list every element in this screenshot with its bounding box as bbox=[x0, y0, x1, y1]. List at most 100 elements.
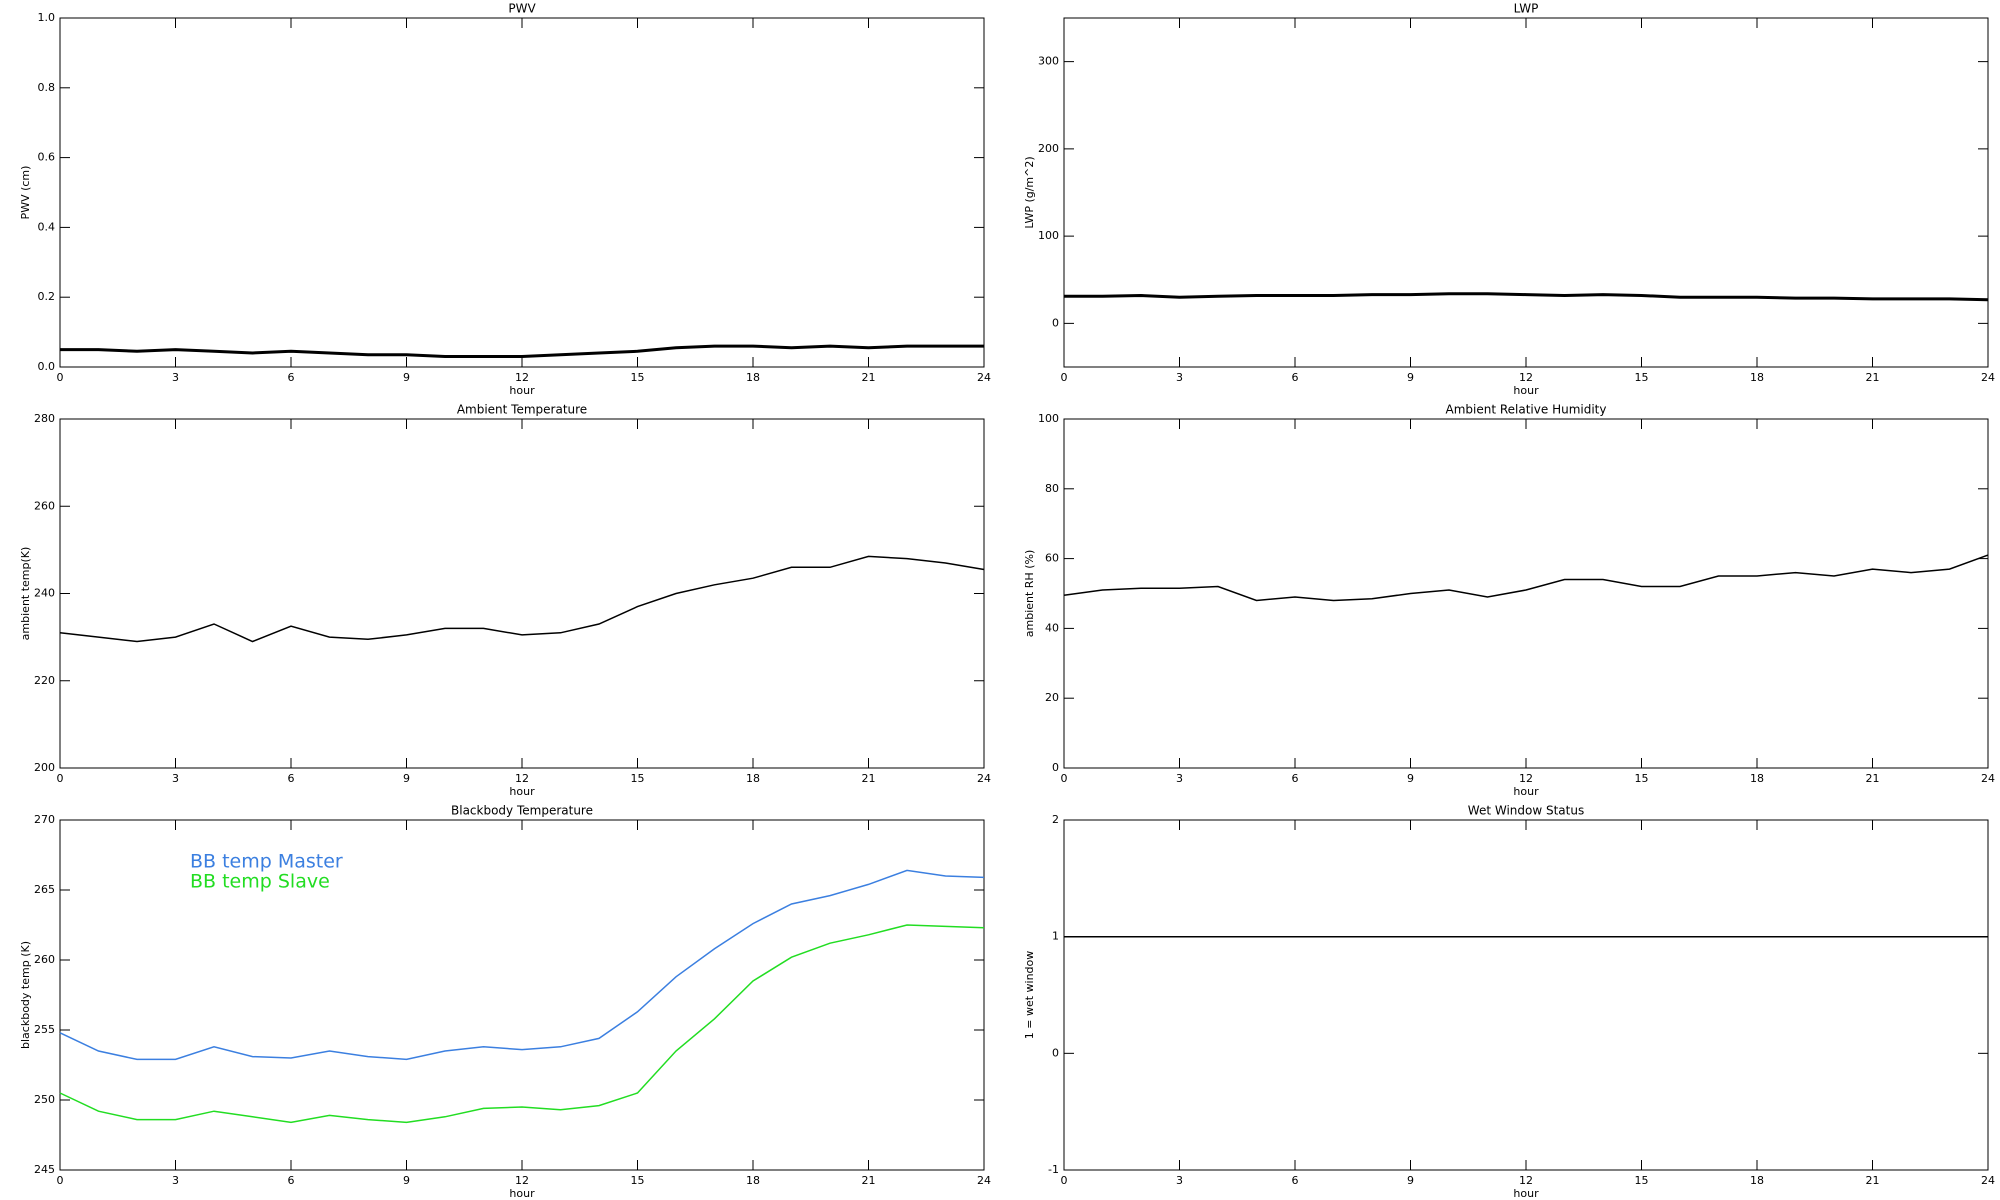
x-tick-label: 18 bbox=[1750, 772, 1764, 785]
x-tick-label: 12 bbox=[515, 371, 529, 384]
y-tick-label: 100 bbox=[1038, 229, 1059, 242]
x-tick-label: 9 bbox=[1407, 1174, 1414, 1187]
data-line bbox=[59, 555, 985, 643]
x-tick-label: 15 bbox=[631, 772, 645, 785]
y-tick-label: 1 bbox=[1052, 930, 1059, 943]
x-tick-label: 3 bbox=[172, 371, 179, 384]
x-tick-label: 15 bbox=[631, 371, 645, 384]
x-tick-label: 15 bbox=[1635, 772, 1649, 785]
x-tick-label: 6 bbox=[1292, 371, 1299, 384]
x-axis-label: hour bbox=[1513, 1187, 1539, 1200]
chart-title: PWV bbox=[508, 2, 536, 16]
x-tick-label: 0 bbox=[1061, 371, 1068, 384]
y-tick-label: 0.2 bbox=[38, 290, 56, 303]
x-tick-label: 12 bbox=[1519, 772, 1533, 785]
x-tick-label: 12 bbox=[515, 772, 529, 785]
x-tick-label: 0 bbox=[57, 371, 64, 384]
x-tick-label: 12 bbox=[1519, 1174, 1533, 1187]
chart-title: Blackbody Temperature bbox=[451, 804, 593, 818]
plot-frame bbox=[1063, 819, 1989, 1171]
y-axis-label: ambient RH (%) bbox=[1023, 550, 1036, 638]
y-tick-label: 80 bbox=[1045, 482, 1059, 495]
y-tick-label: 300 bbox=[1038, 55, 1059, 68]
x-tick-label: 18 bbox=[746, 371, 760, 384]
plot-frame bbox=[59, 418, 985, 769]
y-tick-label: 220 bbox=[34, 674, 55, 687]
x-tick-label: 24 bbox=[977, 772, 991, 785]
y-tick-label: 200 bbox=[1038, 142, 1059, 155]
y-tick-label: 0.6 bbox=[38, 151, 56, 164]
x-tick-label: 6 bbox=[288, 772, 295, 785]
chart-panel: LWP hour LWP (g/m^2) 0 3 6 9 12 15 18 21 24 0 100 200 3… bbox=[1023, 2, 1995, 398]
y-tick-label: -1 bbox=[1048, 1163, 1059, 1176]
x-tick-label: 21 bbox=[1866, 371, 1880, 384]
x-tick-label: 3 bbox=[1176, 1174, 1183, 1187]
x-tick-label: 12 bbox=[1519, 371, 1533, 384]
y-tick-label: 260 bbox=[34, 953, 55, 966]
y-tick-label: 0.8 bbox=[38, 81, 56, 94]
chart-title: Wet Window Status bbox=[1468, 804, 1584, 818]
y-tick-label: 265 bbox=[34, 883, 55, 896]
chart-title: LWP bbox=[1514, 2, 1539, 16]
x-tick-label: 3 bbox=[172, 772, 179, 785]
y-axis-label: blackbody temp (K) bbox=[19, 941, 32, 1049]
y-tick-label: 270 bbox=[34, 813, 55, 826]
y-tick-label: 240 bbox=[34, 587, 55, 600]
y-tick-label: 280 bbox=[34, 412, 55, 425]
plot-frame bbox=[1063, 418, 1989, 769]
x-tick-label: 6 bbox=[1292, 772, 1299, 785]
x-tick-label: 21 bbox=[862, 772, 876, 785]
x-axis-label: hour bbox=[509, 384, 535, 397]
x-tick-label: 18 bbox=[1750, 1174, 1764, 1187]
x-tick-label: 9 bbox=[403, 371, 410, 384]
y-tick-label: 0.0 bbox=[38, 360, 56, 373]
data-line bbox=[1063, 554, 1989, 602]
chart-panel: Ambient Temperature hour ambient temp(K) 0 3… bbox=[19, 403, 991, 799]
y-tick-label: 245 bbox=[34, 1163, 55, 1176]
chart-title: Ambient Relative Humidity bbox=[1446, 403, 1607, 417]
x-axis-label: hour bbox=[1513, 785, 1539, 798]
chart-title: Ambient Temperature bbox=[457, 403, 587, 417]
data-line bbox=[60, 344, 984, 358]
x-tick-label: 21 bbox=[1866, 772, 1880, 785]
x-tick-label: 24 bbox=[1981, 772, 1995, 785]
chart-panel: PWV hour PWV (cm) 0 3 6 9 12 15 18 21 24 0.0 0.2 0.4 0.… bbox=[19, 2, 991, 398]
plot-frame bbox=[1063, 17, 1989, 368]
x-tick-label: 6 bbox=[288, 371, 295, 384]
x-tick-label: 9 bbox=[403, 772, 410, 785]
y-tick-label: 1.0 bbox=[38, 11, 56, 24]
y-tick-label: 260 bbox=[34, 499, 55, 512]
y-axis-label: ambient temp(K) bbox=[19, 547, 32, 641]
legend-entry: BB temp Master bbox=[190, 851, 343, 873]
y-tick-label: 0.4 bbox=[38, 220, 56, 233]
x-tick-label: 24 bbox=[977, 371, 991, 384]
x-tick-label: 0 bbox=[1061, 1174, 1068, 1187]
x-tick-label: 6 bbox=[288, 1174, 295, 1187]
chart-panel: Blackbody Temperature hour blackbody temp … bbox=[19, 804, 991, 1200]
y-tick-label: 200 bbox=[34, 761, 55, 774]
x-tick-label: 21 bbox=[1866, 1174, 1880, 1187]
y-tick-label: 255 bbox=[34, 1023, 55, 1036]
x-tick-label: 15 bbox=[631, 1174, 645, 1187]
x-tick-label: 3 bbox=[1176, 772, 1183, 785]
x-tick-label: 24 bbox=[977, 1174, 991, 1187]
x-tick-label: 24 bbox=[1981, 371, 1995, 384]
x-tick-label: 18 bbox=[746, 1174, 760, 1187]
x-tick-label: 15 bbox=[1635, 371, 1649, 384]
x-tick-label: 21 bbox=[862, 371, 876, 384]
data-line bbox=[59, 924, 985, 1124]
x-tick-label: 0 bbox=[1061, 772, 1068, 785]
y-tick-label: 0 bbox=[1052, 1046, 1059, 1059]
y-tick-label: 2 bbox=[1052, 813, 1059, 826]
x-tick-label: 6 bbox=[1292, 1174, 1299, 1187]
x-tick-label: 24 bbox=[1981, 1174, 1995, 1187]
x-tick-label: 9 bbox=[1407, 772, 1414, 785]
x-tick-label: 21 bbox=[862, 1174, 876, 1187]
x-tick-label: 18 bbox=[1750, 371, 1764, 384]
x-axis-label: hour bbox=[509, 785, 535, 798]
y-axis-label: 1 = wet window bbox=[1023, 951, 1036, 1040]
x-tick-label: 0 bbox=[57, 772, 64, 785]
x-tick-label: 9 bbox=[1407, 371, 1414, 384]
legend-entry: BB temp Slave bbox=[190, 871, 330, 893]
